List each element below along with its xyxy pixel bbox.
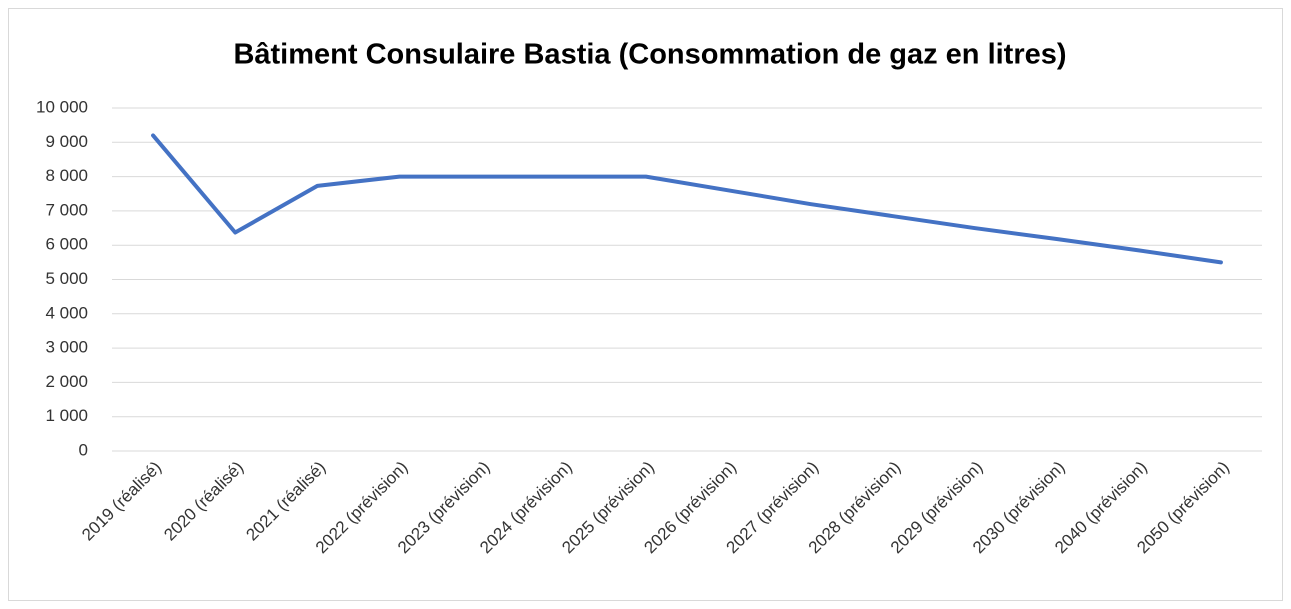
y-tick-label: 3 000 [45,338,88,357]
y-tick-label: 2 000 [45,372,88,391]
chart-frame [8,8,1283,601]
y-tick-label: 4 000 [45,303,88,322]
data-line [151,133,1223,265]
y-tick-label: 7 000 [45,200,88,219]
y-tick-label: 10 000 [36,97,88,116]
y-tick-label: 1 000 [45,406,88,425]
y-tick-label: 8 000 [45,166,88,185]
y-tick-label: 6 000 [45,235,88,254]
y-tick-label: 5 000 [45,269,88,288]
y-tick-label: 9 000 [45,132,88,151]
y-tick-label: 0 [79,440,88,459]
chart-title: Bâtiment Consulaire Bastia (Consommation… [233,39,1066,71]
